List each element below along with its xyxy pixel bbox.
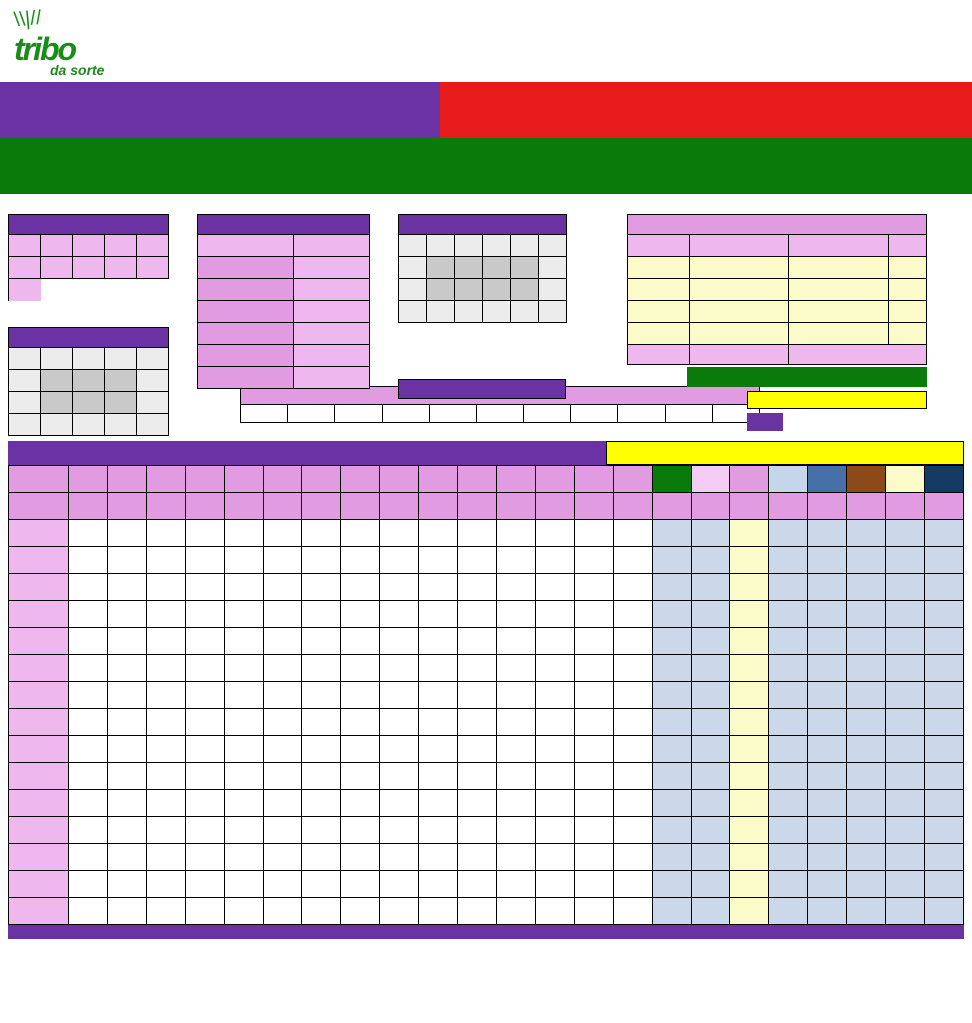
main-col-header-1 — [9, 465, 964, 492]
table-row — [9, 519, 964, 546]
logo-block: \\|// tribo da sorte — [0, 0, 972, 82]
table-row — [9, 600, 964, 627]
header-green-block — [0, 138, 972, 194]
table-row — [9, 708, 964, 735]
table-row — [9, 870, 964, 897]
table-row — [9, 816, 964, 843]
mini-table-4 — [398, 214, 567, 323]
header-red-block — [440, 82, 972, 138]
main-header-row — [8, 441, 964, 465]
main-col-header-2 — [9, 492, 964, 519]
mini-table-3 — [197, 214, 370, 389]
logo-subtitle: da sorte — [50, 62, 972, 78]
mini-table-2 — [8, 327, 169, 436]
mini-purple-bar — [398, 379, 566, 399]
table-row — [9, 843, 964, 870]
table-row — [9, 681, 964, 708]
table-row — [9, 762, 964, 789]
table-row — [9, 897, 964, 924]
main-table — [8, 465, 964, 925]
main-area — [0, 423, 972, 925]
main-header-purple — [8, 441, 606, 465]
header-row-1 — [0, 82, 972, 138]
purple-chip — [747, 413, 783, 431]
table-row — [9, 789, 964, 816]
grass-icon: \\|// — [13, 7, 42, 32]
table-row — [9, 654, 964, 681]
mini-table-5 — [627, 214, 927, 365]
footer-purple-bar — [8, 925, 964, 939]
green-strip — [687, 367, 927, 387]
yellow-strip — [747, 391, 927, 409]
mini-table-1 — [8, 214, 169, 301]
header-purple-block — [0, 82, 440, 138]
table-row — [9, 627, 964, 654]
table-row — [9, 735, 964, 762]
table-row — [9, 546, 964, 573]
table-row — [9, 573, 964, 600]
main-header-yellow — [606, 441, 964, 465]
